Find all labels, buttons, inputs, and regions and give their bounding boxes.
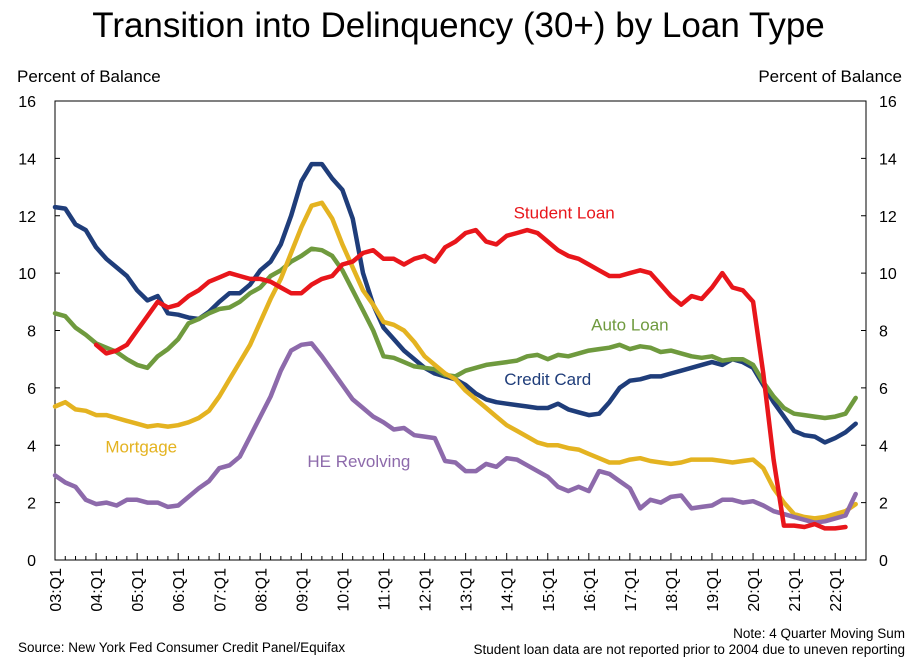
x-tick-label: 11:Q1 [377, 568, 394, 611]
y-tick-label-right: 6 [879, 381, 888, 398]
x-tick-label: 18:Q1 [664, 568, 681, 612]
y-tick-label-left: 8 [27, 324, 36, 341]
y-tick-label-right: 12 [879, 209, 897, 226]
y-tick-label-left: 16 [18, 94, 36, 111]
y-tick-label-right: 14 [879, 151, 897, 168]
series-line-mortgage [52, 200, 858, 521]
y-tick-label-left: 4 [27, 438, 36, 455]
y-tick-label-right: 0 [879, 553, 888, 570]
x-tick-label: 21:Q1 [787, 568, 804, 612]
x-tick-label: 07:Q1 [212, 568, 229, 612]
x-tick-label: 14:Q1 [500, 568, 517, 612]
series-line-he-revolving [52, 341, 858, 525]
x-tick-label: 22:Q1 [828, 568, 845, 612]
series-line-student-loan [93, 227, 848, 531]
x-tick-label: 15:Q1 [541, 568, 558, 612]
series-label-he-revolving: HE Revolving [307, 452, 410, 471]
y-tick-label-right: 8 [879, 324, 888, 341]
y-tick-label-right: 4 [879, 438, 888, 455]
note-student-loan: Student loan data are not reported prior… [473, 642, 905, 657]
series-label-auto-loan: Auto Loan [591, 316, 669, 335]
source-note: Source: New York Fed Consumer Credit Pan… [18, 640, 346, 655]
x-tick-label: 05:Q1 [130, 568, 147, 612]
x-tick-label: 04:Q1 [89, 568, 106, 612]
y-tick-label-right: 16 [879, 94, 897, 111]
plot-frame [54, 100, 867, 561]
x-tick-label: 19:Q1 [705, 568, 722, 612]
series-label-mortgage: Mortgage [105, 437, 177, 456]
x-tick-label: 10:Q1 [335, 568, 352, 612]
x-tick-label: 12:Q1 [418, 568, 435, 612]
x-tick-label: 06:Q1 [171, 568, 188, 612]
x-tick-label: 09:Q1 [294, 568, 311, 612]
y-tick-label-left: 2 [27, 496, 36, 513]
series-label-student-loan: Student Loan [514, 204, 615, 223]
y-tick-label-left: 14 [18, 151, 36, 168]
x-tick-label: 13:Q1 [459, 568, 476, 612]
y-axis-label-right: Percent of Balance [758, 67, 902, 86]
x-tick-label: 17:Q1 [623, 568, 640, 612]
y-tick-label-right: 2 [879, 496, 888, 513]
series-lines [52, 161, 858, 531]
x-tick-label: 08:Q1 [253, 568, 270, 612]
y-axis-label-left: Percent of Balance [17, 67, 161, 86]
axes: 0 0 2 2 4 4 6 6 8 8 10 10 12 12 14 14 16 16 03:Q1 04:Q1 05:Q… [18, 94, 897, 612]
note-moving-sum: Note: 4 Quarter Moving Sum [733, 626, 905, 641]
note-block: Note: 4 Quarter Moving Sum Student loan … [473, 626, 905, 658]
y-tick-label-right: 10 [879, 266, 897, 283]
y-tick-label-left: 10 [18, 266, 36, 283]
x-tick-label: 16:Q1 [582, 568, 599, 612]
chart-title: Transition into Delinquency (30+) by Loa… [92, 6, 825, 45]
x-tick-label: 20:Q1 [746, 568, 763, 612]
x-tick-label: 03:Q1 [48, 568, 65, 612]
series-labels: Student Loan Auto Loan Credit Card Mortgage… [105, 204, 668, 471]
series-line-auto-loan [52, 246, 858, 421]
y-tick-label-left: 6 [27, 381, 36, 398]
y-tick-label-left: 0 [27, 553, 36, 570]
y-tick-label-left: 12 [18, 209, 36, 226]
series-label-credit-card: Credit Card [504, 370, 591, 389]
